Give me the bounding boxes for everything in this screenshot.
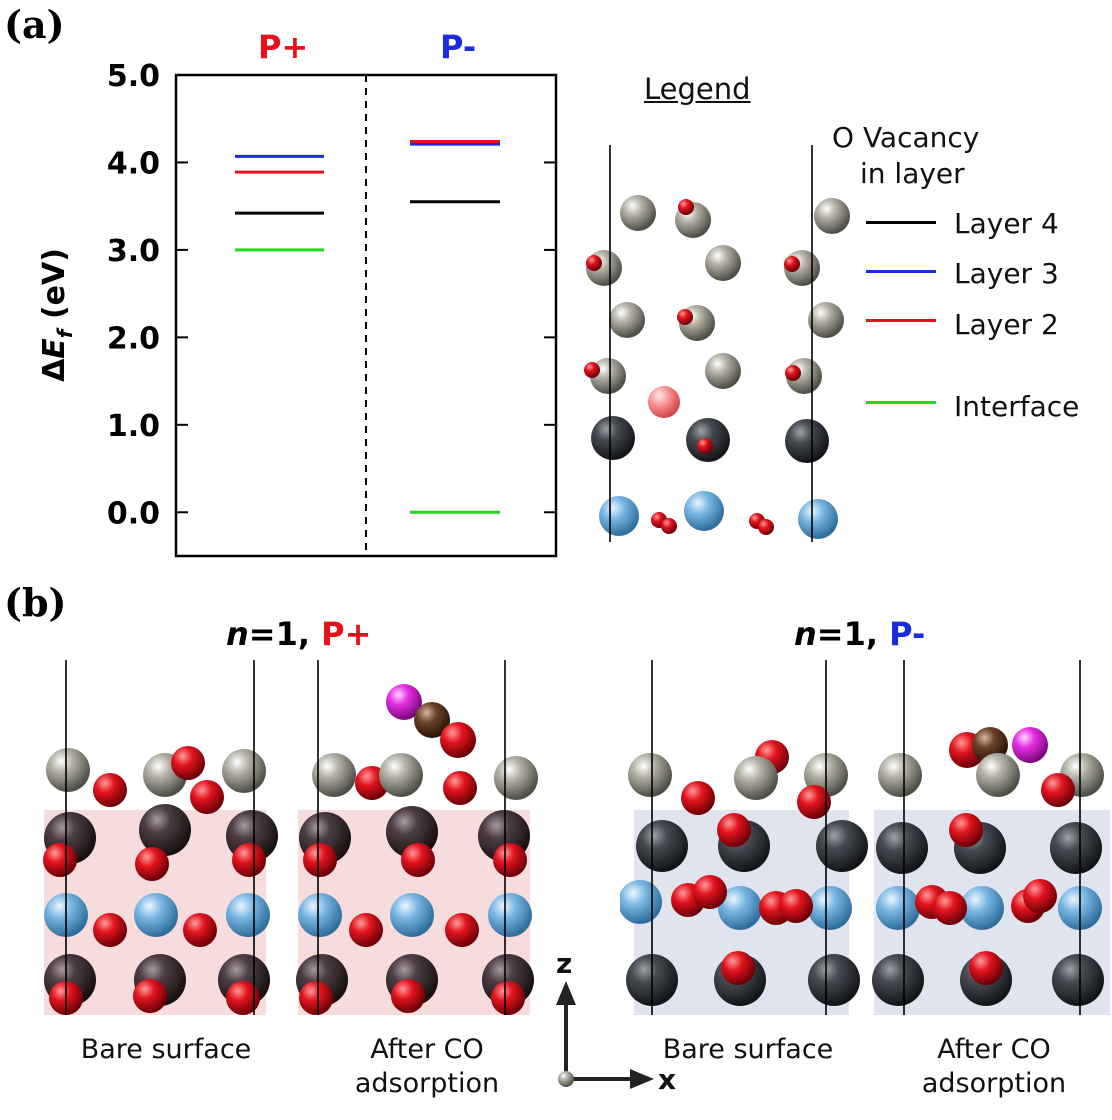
structures-p-plus [43, 660, 538, 1015]
y-tick-label: 1.0 [107, 409, 160, 444]
formation-energy-chart: 0.0 1.0 2.0 3.0 4.0 5.0 ΔEf (eV) [37, 59, 558, 558]
legend-entry-layer2: Layer 2 [866, 308, 1112, 348]
legend-subtitle-line1: O Vacancy [832, 121, 980, 154]
group-title-p-plus: n=1, P+ [226, 615, 371, 653]
legend-swatch-interface [866, 401, 936, 404]
legend-entry-interface: Interface [866, 390, 1112, 430]
bare-surface-p-plus [43, 660, 278, 1015]
caption-after-p-minus-line2: adsorption [921, 1068, 1067, 1099]
y-axis-label: ΔEf (eV) [37, 248, 77, 382]
legend-swatch-layer3 [866, 270, 936, 273]
after-co-p-minus [872, 660, 1104, 1015]
legend-swatch-layer2 [866, 319, 936, 322]
legend-subtitle-line2: in layer [860, 157, 965, 190]
y-ticks: 0.0 1.0 2.0 3.0 4.0 5.0 [107, 59, 556, 531]
n-label: n [794, 615, 817, 653]
legend-label-interface: Interface [954, 390, 1080, 423]
structures-p-minus [620, 660, 1110, 1015]
caption-after-p-plus-line1: After CO [370, 1034, 484, 1065]
legend-entry-layer4: Layer 4 [866, 207, 1112, 247]
panel-a-label: (a) [4, 2, 65, 47]
bare-surface-p-minus [620, 660, 868, 1015]
legend-label-layer3: Layer 3 [954, 257, 1059, 290]
caption-after-p-plus: After CO adsorption [296, 1033, 558, 1101]
legend-structure [584, 145, 850, 542]
y-tick-label: 3.0 [107, 234, 160, 269]
legend-label-layer4: Layer 4 [954, 207, 1059, 240]
pol-label: P+ [321, 615, 372, 653]
energy-levels [235, 139, 500, 514]
caption-bare-p-plus: Bare surface [80, 1034, 252, 1065]
y-tick-label: 4.0 [107, 146, 160, 181]
axis-z-label: z [556, 947, 572, 980]
column-label-p-minus: P- [440, 28, 477, 66]
column-label-p-plus: P+ [258, 28, 309, 66]
legend-swatch-layer4 [866, 221, 936, 224]
n-label: n [226, 615, 249, 653]
caption-after-p-plus-line2: adsorption [354, 1068, 500, 1099]
legend-label-layer2: Layer 2 [954, 308, 1059, 341]
pol-label: P- [889, 615, 926, 653]
y-tick-label: 2.0 [107, 321, 160, 356]
panel-b-label: (b) [4, 580, 67, 625]
group-title-p-minus: n=1, P- [794, 615, 925, 653]
eq-label: =1, [248, 615, 322, 653]
caption-after-p-minus: After CO adsorption [876, 1033, 1112, 1101]
caption-bare-p-minus: Bare surface [662, 1034, 834, 1065]
after-co-p-plus [296, 660, 538, 1015]
legend-title: Legend [644, 72, 751, 106]
eq-label: =1, [816, 615, 890, 653]
coordinate-axes: z x [556, 947, 676, 1095]
legend-entry-layer3: Layer 3 [866, 257, 1112, 297]
y-tick-label: 5.0 [107, 59, 160, 94]
axis-x-label: x [658, 1063, 676, 1095]
y-tick-label: 0.0 [107, 496, 160, 531]
caption-after-p-minus-line1: After CO [937, 1034, 1051, 1065]
